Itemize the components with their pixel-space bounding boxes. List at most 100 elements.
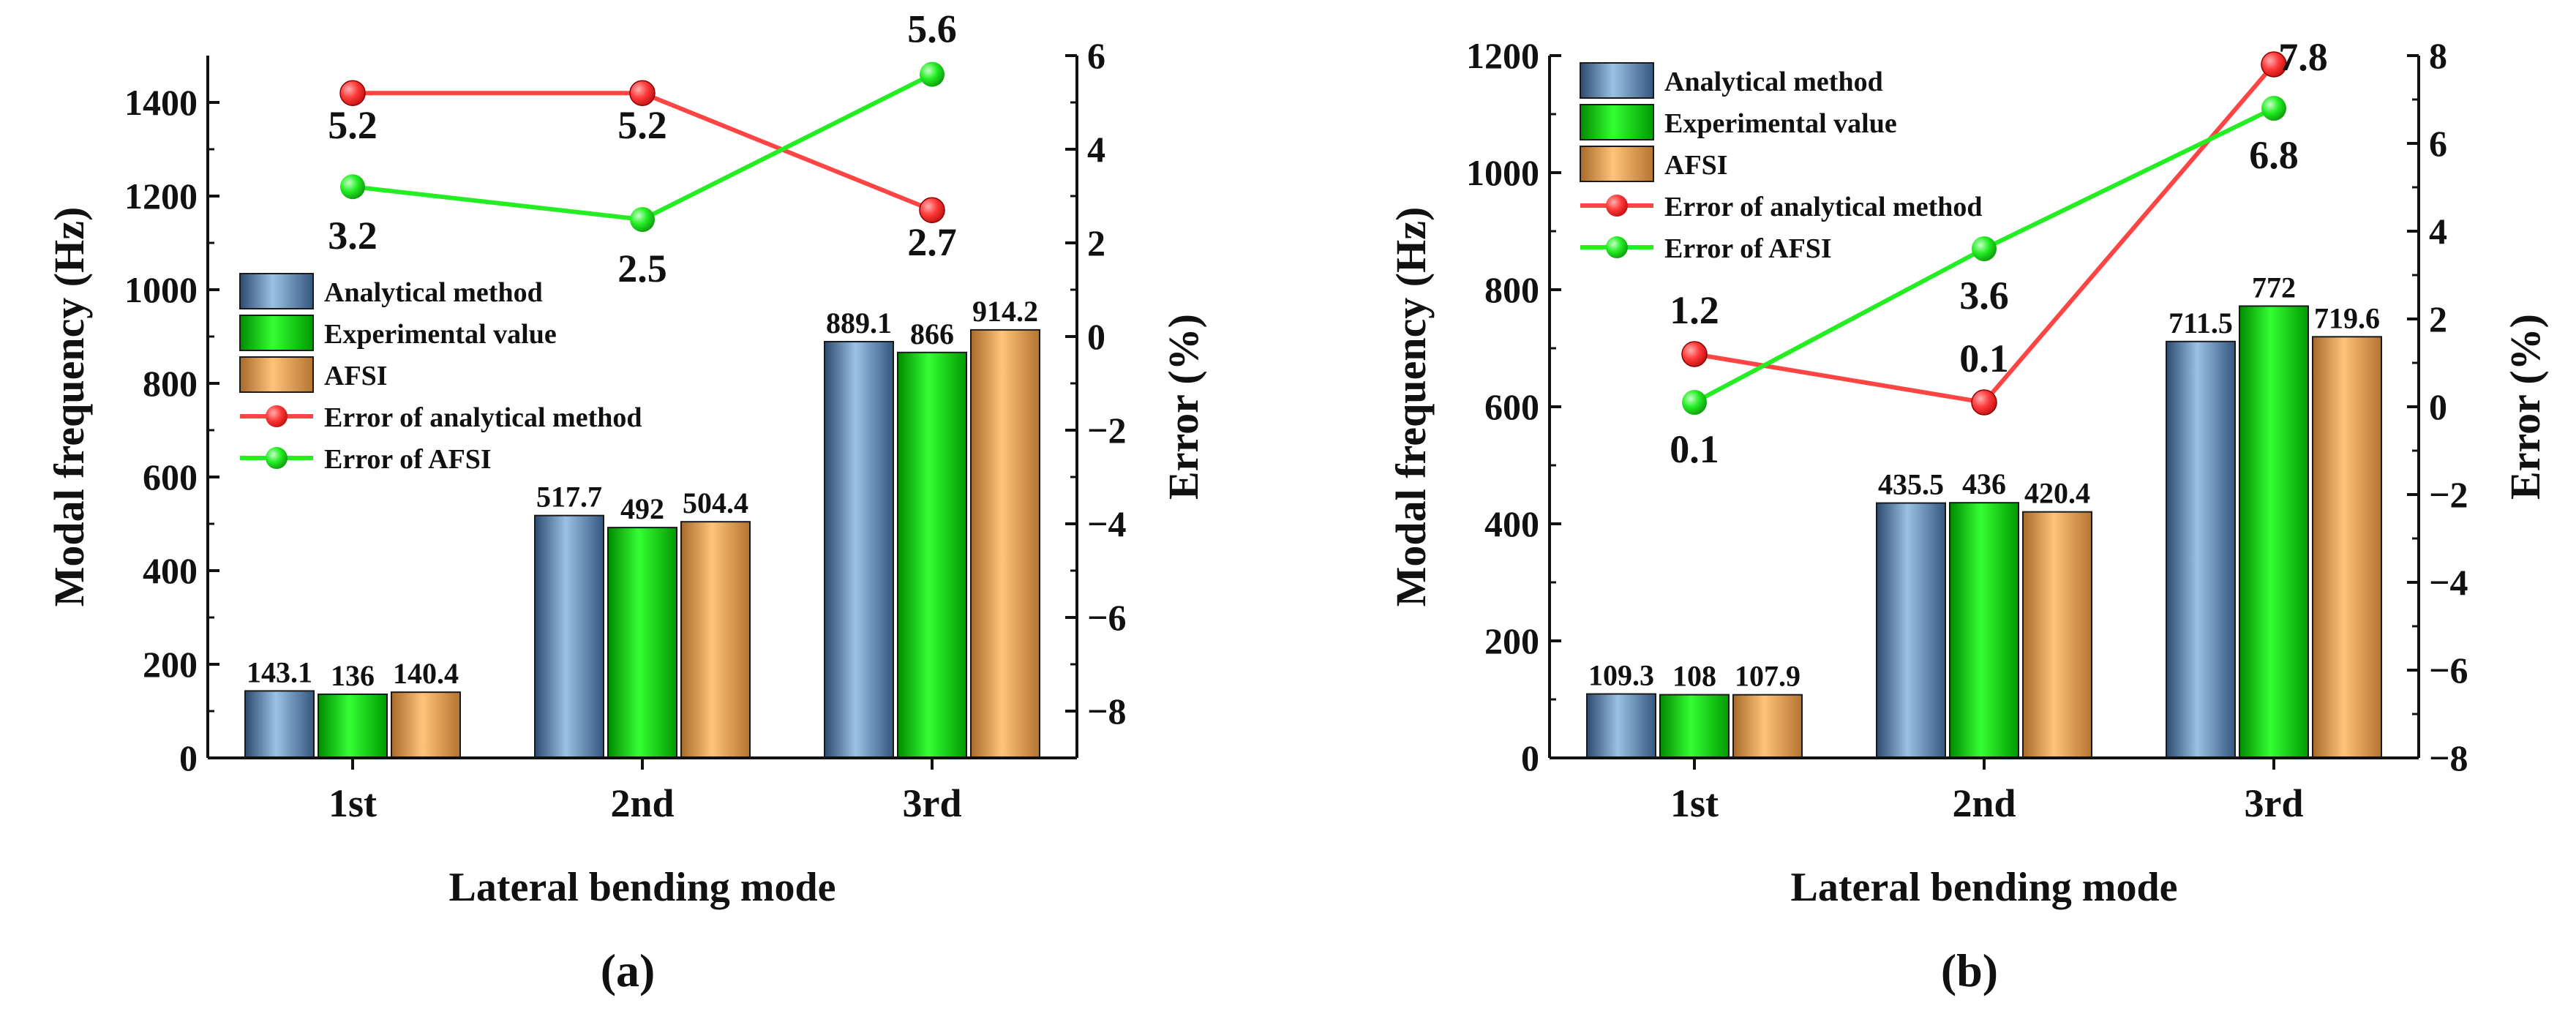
y2-tick-label: 4 <box>2429 211 2447 252</box>
bar-value-label: 143.1 <box>247 656 312 688</box>
bar-value-label: 136 <box>331 659 375 692</box>
bar-afsi-2nd[interactable] <box>680 521 751 759</box>
legend-swatch-analytical <box>1580 62 1654 99</box>
line-value-label: 7.8 <box>2278 35 2328 79</box>
legend-swatch-afsi <box>1580 146 1654 182</box>
legend-marker-error-afsi <box>1606 236 1628 258</box>
bar-experimental-2nd[interactable] <box>1949 502 2019 759</box>
point-error-analytical-2nd[interactable] <box>629 80 656 106</box>
line-value-label: 0.1 <box>1959 337 2009 380</box>
legend: Analytical method Experimental value AFSI E… <box>1580 62 1983 264</box>
point-error-analytical-2nd[interactable] <box>1971 389 1997 416</box>
legend-label: Error of analytical method <box>1664 192 1983 222</box>
legend-label: Experimental value <box>1664 108 1897 139</box>
bar-value-label: 719.6 <box>2314 301 2380 334</box>
bar-experimental-3rd[interactable] <box>897 351 967 759</box>
bar-value-label: 772 <box>2252 271 2296 304</box>
y-axis-title: Modal frequency (Hz) <box>45 207 93 607</box>
y2-axis-title: Error (%) <box>1160 314 1207 500</box>
legend-marker-error-analytical <box>266 405 288 427</box>
y2-tick-label: −2 <box>1087 410 1127 451</box>
bar-analytical-2nd[interactable] <box>1876 502 1946 759</box>
bar-analytical-1st[interactable] <box>1586 693 1656 759</box>
bar-experimental-1st[interactable] <box>1659 694 1730 759</box>
line-value-label: 0.1 <box>1670 427 1719 471</box>
x-axis-title: Lateral bending mode <box>1791 865 2178 910</box>
bar-analytical-2nd[interactable] <box>534 514 604 759</box>
y2-tick-label: 6 <box>2429 123 2447 164</box>
legend-swatch-afsi <box>239 356 314 393</box>
line-value-label: 5.2 <box>617 103 667 147</box>
line-value-label: 3.6 <box>1959 274 2009 318</box>
point-error-analytical-1st[interactable] <box>339 80 366 106</box>
line-value-label: 1.2 <box>1670 288 1719 332</box>
y-tick-label: 600 <box>143 457 198 497</box>
bar-afsi-3rd[interactable] <box>970 328 1040 759</box>
legend-label: Error of AFSI <box>324 444 492 475</box>
line-value-label: 5.6 <box>907 7 957 51</box>
y2-tick-label: −4 <box>2429 562 2468 603</box>
point-error-analytical-3rd[interactable] <box>919 197 945 223</box>
point-error-analytical-3rd[interactable] <box>2261 51 2287 78</box>
line-value-label: 2.5 <box>617 247 667 290</box>
y2-tick-label: −6 <box>1087 597 1127 638</box>
chart-panel-a: 143.1 517.7 889.1 136 492 866 140.4 504.4 914.2 0… <box>45 7 1207 996</box>
bar-value-label: 914.2 <box>972 295 1038 328</box>
line-value-label: 5.2 <box>328 103 378 147</box>
x-axis-title: Lateral bending mode <box>449 865 836 910</box>
y2-tick-label: −2 <box>2429 474 2468 515</box>
y-tick-label: 1000 <box>1466 152 1539 193</box>
x-tick-label: 3rd <box>903 781 962 825</box>
point-error-afsi-2nd[interactable] <box>1972 236 1997 261</box>
bar-experimental-2nd[interactable] <box>607 527 677 759</box>
point-error-afsi-2nd[interactable] <box>630 207 655 232</box>
legend-label: Analytical method <box>324 277 543 308</box>
point-error-afsi-1st[interactable] <box>1682 390 1707 415</box>
point-error-afsi-1st[interactable] <box>340 174 365 200</box>
bar-analytical-1st[interactable] <box>244 690 315 759</box>
y2-tick-label: 6 <box>1087 35 1105 76</box>
y-tick-label: 1000 <box>124 269 198 310</box>
y-tick-label: 600 <box>1484 386 1539 427</box>
bar-experimental-3rd[interactable] <box>2239 305 2309 759</box>
bar-analytical-3rd[interactable] <box>2166 340 2236 759</box>
y-tick-label: 800 <box>143 363 198 404</box>
point-error-afsi-3rd[interactable] <box>2261 96 2286 121</box>
legend-marker-error-analytical <box>1606 195 1628 217</box>
point-error-afsi-3rd[interactable] <box>920 61 945 87</box>
bar-value-label: 889.1 <box>826 307 892 339</box>
legend-swatch-experimental <box>1580 104 1654 140</box>
bar-value-label: 140.4 <box>393 657 459 690</box>
bar-value-label: 517.7 <box>536 481 602 514</box>
bar-afsi-3rd[interactable] <box>2312 336 2382 759</box>
bar-afsi-1st[interactable] <box>391 691 461 759</box>
y-tick-label: 0 <box>179 737 198 778</box>
bar-value-label: 435.5 <box>1878 468 1944 501</box>
y2-tick-label: 2 <box>1087 222 1105 263</box>
y2-tick-label: −8 <box>2429 737 2468 778</box>
bar-afsi-2nd[interactable] <box>2022 511 2092 759</box>
point-error-analytical-1st[interactable] <box>1681 341 1708 367</box>
bar-analytical-3rd[interactable] <box>824 340 894 759</box>
y-tick-label: 0 <box>1521 737 1539 778</box>
legend-label: Experimental value <box>324 319 557 350</box>
y-tick-label: 400 <box>143 550 198 591</box>
bar-afsi-1st[interactable] <box>1732 694 1803 759</box>
y2-tick-label: 0 <box>2429 386 2447 427</box>
line-value-label: 6.8 <box>2249 133 2299 177</box>
line-value-label: 3.2 <box>328 214 378 258</box>
legend-label: Error of AFSI <box>1664 233 1832 264</box>
x-tick-label: 1st <box>328 781 377 825</box>
y2-tick-label: 0 <box>1087 316 1105 357</box>
y2-tick-label: 2 <box>2429 298 2447 339</box>
y2-tick-label: −8 <box>1087 691 1127 732</box>
y-tick-label: 1200 <box>124 176 198 217</box>
legend-swatch-experimental <box>239 315 314 351</box>
legend-swatch-analytical <box>239 273 314 309</box>
legend-label: AFSI <box>1664 150 1728 181</box>
bar-value-label: 711.5 <box>2168 307 2233 339</box>
panel-label: (b) <box>1941 944 1998 996</box>
bar-experimental-1st[interactable] <box>318 693 388 759</box>
panel-label: (a) <box>601 944 656 996</box>
y-tick-label: 400 <box>1484 503 1539 544</box>
